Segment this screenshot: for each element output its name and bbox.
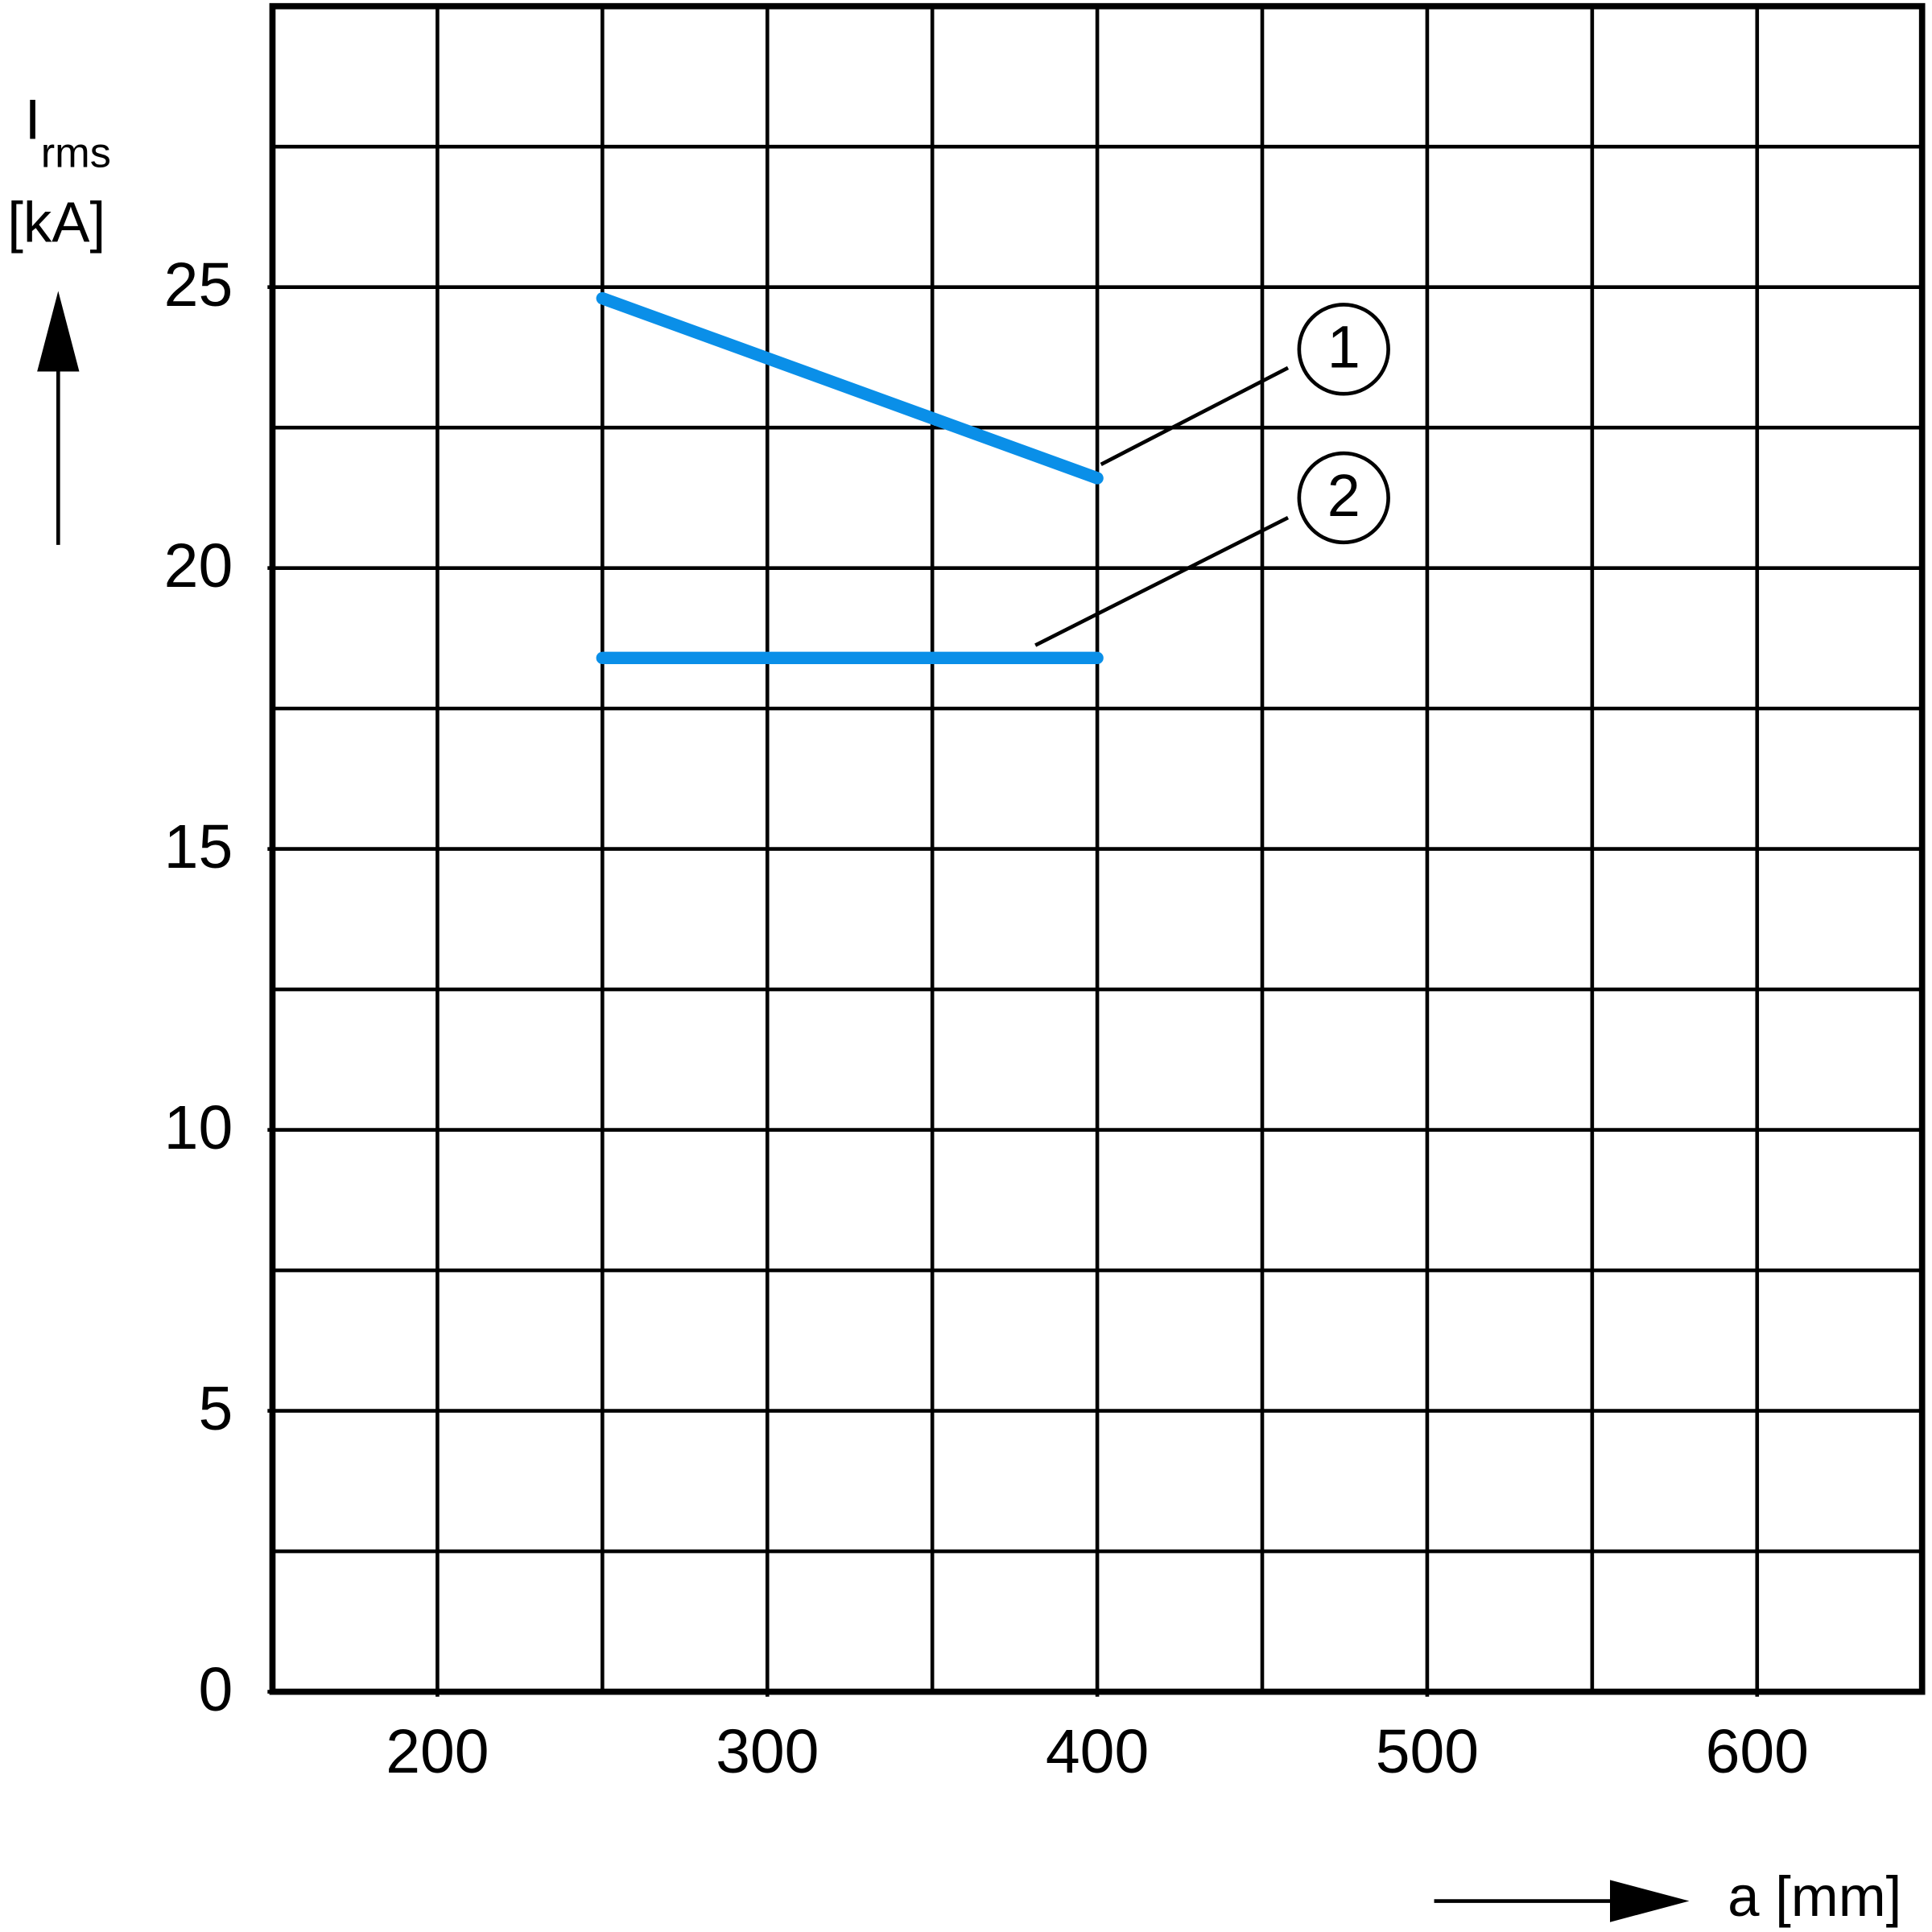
x-tick-label: 600 — [1706, 1717, 1809, 1786]
callout-circle — [1297, 451, 1390, 545]
y-tick-label: 5 — [198, 1374, 233, 1443]
series-label: 2 — [1327, 462, 1360, 529]
y-tick-label: 15 — [164, 812, 233, 881]
x-tick-label: 400 — [1046, 1717, 1149, 1786]
y-arrow-head — [37, 291, 80, 372]
x-tick-label: 200 — [386, 1717, 489, 1786]
series-label: 1 — [1327, 313, 1360, 380]
y-tick-label: 20 — [164, 531, 233, 601]
y-tick-label: 25 — [164, 250, 233, 320]
x-tick-label: 300 — [716, 1717, 819, 1786]
callout-circle — [1297, 303, 1390, 396]
y-axis-label: I — [25, 88, 41, 151]
y-tick-label: 10 — [164, 1093, 233, 1162]
x-axis-label: a [mm] — [1728, 1864, 1901, 1928]
y-tick-label: 0 — [198, 1655, 233, 1724]
callout-leader — [1100, 365, 1290, 466]
x-arrow-head — [1610, 1880, 1690, 1922]
data-line — [596, 291, 1104, 485]
x-tick-label: 500 — [1376, 1717, 1479, 1786]
callout-leader — [1034, 516, 1290, 647]
y-axis-unit: [kA] — [7, 190, 105, 254]
y-axis-label-sub: rms — [41, 130, 111, 177]
